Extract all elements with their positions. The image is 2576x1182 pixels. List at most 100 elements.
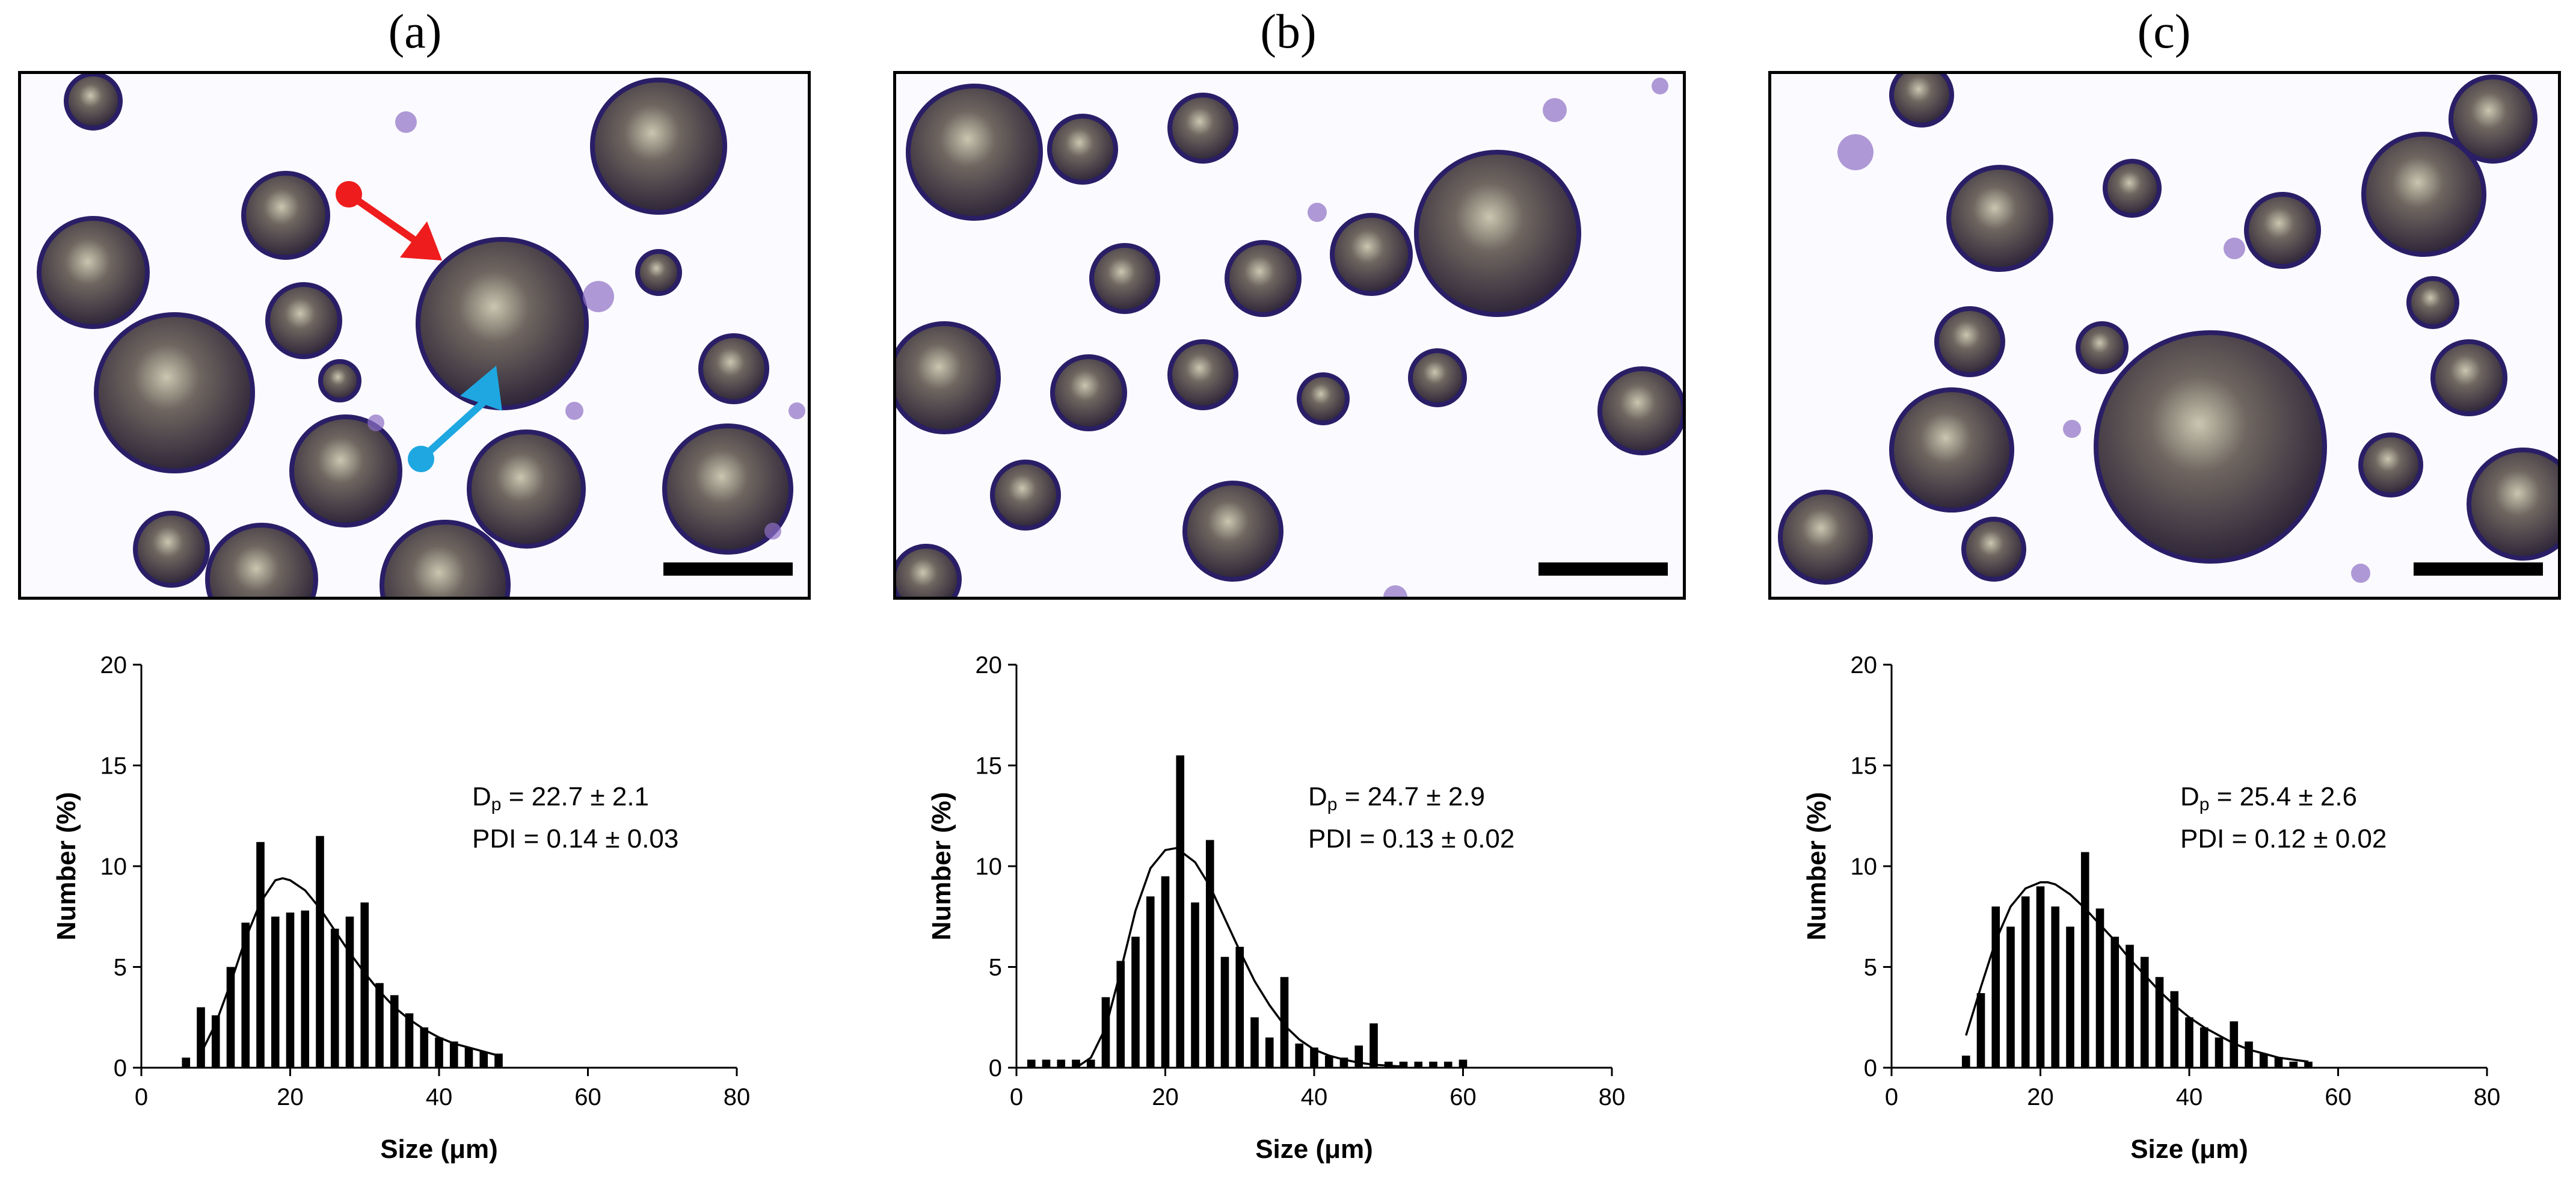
- micrograph-c: [1768, 71, 2561, 600]
- panel-label-a: (a): [388, 5, 442, 58]
- histogram-bar: [2021, 896, 2030, 1068]
- histogram-bar: [1280, 977, 1289, 1068]
- red-arrow: [336, 181, 442, 260]
- histogram-a-plot: 0 5 10 15 20 0 20 40 60 80 Size (μm) Number (%): [52, 652, 751, 1164]
- histogram-bar: [1324, 1055, 1333, 1068]
- x-tick-label: 0: [135, 1084, 148, 1110]
- x-tick-label: 80: [2474, 1084, 2501, 1110]
- histogram-bar: [316, 836, 324, 1068]
- pdi-annotation-c: PDI = 0.12 ± 0.02: [2180, 824, 2387, 854]
- histogram-bar: [2080, 852, 2089, 1068]
- histogram-bar: [1961, 1055, 1970, 1068]
- histogram-bar: [1027, 1059, 1036, 1068]
- dp-annotation-c: Dp = 25.4 ± 2.6: [2180, 782, 2357, 815]
- histogram-bar: [1176, 755, 1185, 1068]
- y-tick-label: 10: [1851, 854, 1878, 880]
- y-tick-label: 15: [976, 753, 1003, 780]
- histogram-bar: [1161, 876, 1170, 1068]
- scale-bar: [1539, 562, 1668, 576]
- x-tick-label: 40: [1301, 1084, 1328, 1110]
- y-axis-label: Number (%): [52, 792, 81, 941]
- y-axis-label: Number (%): [1802, 792, 1831, 941]
- y-tick-label: 5: [989, 955, 1002, 981]
- histogram-bar: [1443, 1061, 1452, 1068]
- histogram-bar: [1429, 1061, 1437, 1068]
- x-tick-label: 20: [1152, 1084, 1179, 1110]
- scale-bar: [2414, 562, 2543, 576]
- histogram-bar: [2051, 907, 2060, 1068]
- x-tick-label: 20: [2027, 1084, 2054, 1110]
- histogram-bar: [494, 1053, 503, 1068]
- x-axis-label: Size (μm): [380, 1134, 498, 1164]
- histogram-bar: [1057, 1059, 1066, 1068]
- dp-subscript: p: [1327, 795, 1338, 814]
- fit-curve: [200, 877, 499, 1057]
- histogram-bar: [375, 983, 384, 1068]
- histogram-bar: [330, 928, 339, 1068]
- histogram-bar: [2110, 937, 2120, 1068]
- dp-symbol: D: [2180, 782, 2199, 811]
- y-axis-label: Number (%): [927, 792, 956, 941]
- histogram-bar: [197, 1007, 205, 1068]
- histogram-bar: [435, 1037, 443, 1068]
- histogram-bar: [1295, 1043, 1304, 1068]
- dp-value: = 24.7 ± 2.9: [1337, 782, 1486, 811]
- histogram-bar: [2140, 956, 2149, 1068]
- dp-subscript: p: [2199, 795, 2210, 814]
- histogram-bar: [1459, 1059, 1468, 1068]
- histogram-a: 0 5 10 15 20 0 20 40 60 80 Size (μm) Number (%) Dp …: [52, 638, 944, 1182]
- y-tick-label: 0: [1864, 1055, 1877, 1082]
- histogram-bar: [1205, 840, 1214, 1068]
- x-axis-label: Size (μm): [2130, 1134, 2248, 1164]
- x-tick-label: 20: [277, 1084, 304, 1110]
- x-tick-label: 60: [1449, 1084, 1477, 1110]
- histogram-bar: [1235, 947, 1244, 1068]
- histogram-bar: [420, 1027, 429, 1068]
- histogram-bar: [2095, 908, 2104, 1068]
- histogram-bar: [2170, 991, 2179, 1068]
- micrograph-c-particles: [1778, 74, 2558, 585]
- dp-annotation-a: Dp = 22.7 ± 2.1: [472, 782, 649, 815]
- panel-label-c: (c): [2137, 5, 2191, 58]
- dp-subscript: p: [491, 795, 502, 814]
- micrograph-a: [18, 71, 811, 600]
- histogram-bar: [2155, 977, 2164, 1068]
- fit-curve: [1965, 881, 2309, 1063]
- histogram-bar: [1086, 1059, 1095, 1068]
- histogram-bar: [1220, 956, 1229, 1068]
- histogram-bar: [286, 913, 295, 1068]
- x-tick-label: 60: [574, 1084, 601, 1110]
- histogram-bar: [449, 1041, 458, 1068]
- histogram-c: 0 5 10 15 20 0 20 40 60 80 Size (μm) Number (%) Dp …: [1802, 638, 2576, 1182]
- y-tick-label: 0: [114, 1055, 127, 1082]
- panel-label-b: (b): [1260, 5, 1317, 58]
- histogram-bar: [1116, 961, 1125, 1068]
- histogram-bar: [301, 910, 310, 1068]
- histogram-bar: [1265, 1037, 1274, 1068]
- scale-bar: [663, 562, 793, 576]
- x-tick-label: 80: [724, 1084, 751, 1110]
- histogram-bar: [1991, 907, 2000, 1068]
- histogram-bar: [1399, 1061, 1408, 1068]
- x-tick-label: 60: [2325, 1084, 2352, 1110]
- x-tick-label: 0: [1010, 1084, 1023, 1110]
- histogram-bar: [1042, 1059, 1051, 1068]
- histogram-bar: [271, 916, 280, 1068]
- histogram-bar: [1191, 902, 1199, 1068]
- pdi-annotation-a: PDI = 0.14 ± 0.03: [472, 824, 679, 854]
- histogram-bar: [226, 967, 235, 1068]
- histogram-bar: [2304, 1061, 2313, 1068]
- y-tick-label: 5: [114, 955, 127, 981]
- histogram-bar: [390, 995, 399, 1068]
- histogram-bar: [2289, 1061, 2298, 1068]
- histogram-bar: [256, 842, 265, 1068]
- y-tick-label: 20: [100, 652, 128, 679]
- histogram-bar: [345, 916, 354, 1068]
- micrograph-b-particles: [896, 78, 1683, 597]
- histogram-bar: [241, 922, 250, 1068]
- histogram-bar: [1354, 1045, 1363, 1068]
- y-tick-label: 20: [976, 652, 1003, 679]
- histogram-bar: [2036, 886, 2045, 1068]
- histogram-b: 0 5 10 15 20 0 20 40 60 80 Size (μm) Number (%) Dp …: [927, 638, 1819, 1182]
- pdi-annotation-b: PDI = 0.13 ± 0.02: [1308, 824, 1515, 854]
